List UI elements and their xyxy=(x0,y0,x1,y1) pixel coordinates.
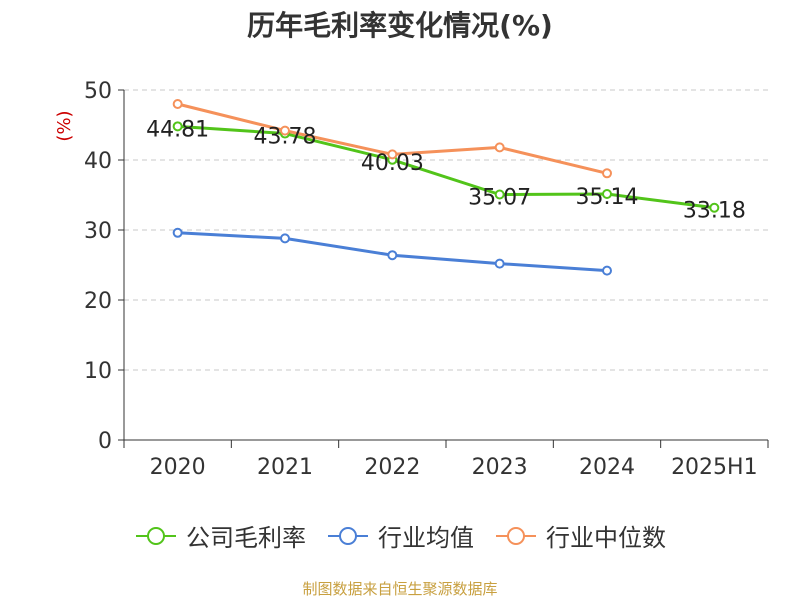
data-label: 35.07 xyxy=(468,186,531,211)
data-point-1 xyxy=(280,233,290,244)
x-tick-label: 2025H1 xyxy=(671,455,758,480)
data-label: 35.14 xyxy=(576,185,639,210)
data-point-1 xyxy=(172,227,183,238)
x-tick-label: 2023 xyxy=(472,455,528,480)
data-point-2 xyxy=(494,142,505,153)
legend-label-industry-median: 行业中位数 xyxy=(546,524,666,552)
legend-label-industry-mean: 行业均值 xyxy=(378,524,474,552)
legend-marker-company-icon xyxy=(136,526,176,545)
data-point-0 xyxy=(172,121,183,132)
y-tick-label: 50 xyxy=(84,79,112,104)
data-point-0 xyxy=(602,189,612,200)
data-point-1 xyxy=(602,265,612,276)
data-point-1 xyxy=(387,250,398,261)
y-tick-label: 30 xyxy=(84,219,112,244)
chart-title: 历年毛利率变化情况(%) xyxy=(247,9,553,42)
y-tick-label: 40 xyxy=(84,149,112,174)
y-tick-label: 0 xyxy=(98,429,112,454)
data-point-2 xyxy=(172,99,183,109)
y-tick-label: 20 xyxy=(84,289,112,314)
series-line-0 xyxy=(177,124,715,210)
legend-marker-industry-mean-icon xyxy=(328,526,368,545)
data-label: 44.81 xyxy=(146,117,209,142)
data-point-2 xyxy=(387,149,398,160)
legend-item-company[interactable]: 公司毛利率 xyxy=(134,518,306,553)
x-tick-label: 2020 xyxy=(150,455,206,480)
data-point-2 xyxy=(280,125,290,136)
data-label: 43.78 xyxy=(254,125,317,150)
x-tick-label: 2022 xyxy=(364,455,420,480)
legend-item-industry-mean[interactable]: 行业均值 xyxy=(326,518,474,553)
data-source-note: 制图数据来自恒生聚源数据库 xyxy=(302,580,498,598)
legend-label-company: 公司毛利率 xyxy=(186,524,306,552)
data-label: 40.03 xyxy=(361,151,424,176)
data-point-2 xyxy=(602,168,612,179)
data-point-1 xyxy=(494,258,505,269)
data-label: 33.18 xyxy=(683,199,746,224)
legend-marker-industry-median-icon xyxy=(496,526,536,545)
data-point-0 xyxy=(494,189,505,200)
legend-item-industry-median[interactable]: 行业中位数 xyxy=(494,518,666,553)
data-point-0 xyxy=(709,202,720,213)
x-tick-label: 2024 xyxy=(579,455,635,480)
y-tick-label: 10 xyxy=(84,359,112,384)
chart-legend: 公司毛利率 行业均值 行业中位数 xyxy=(0,518,800,553)
x-tick-label: 2021 xyxy=(257,455,313,480)
y-axis-label: (%) xyxy=(54,110,75,141)
